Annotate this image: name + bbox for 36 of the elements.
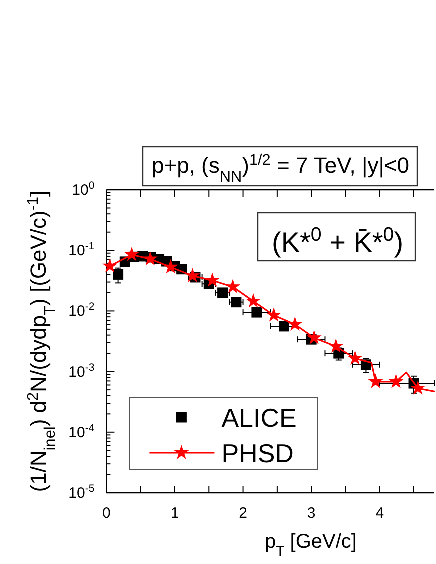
y-tick-label: 10$^{-1}$ [68,240,95,260]
y-tick-label: 10$^{-3}$ [68,362,95,381]
annotation: (K*$^{0}$ + K̄*$^{0}$) [272,224,404,258]
point [279,321,290,332]
point [185,268,200,282]
x-tick-label: 1 [170,505,180,522]
x-tick-label: 2 [239,505,248,522]
point [226,279,241,294]
point [246,294,262,308]
point [124,246,140,262]
point [266,308,282,322]
x-tick-label: 4 [376,505,384,522]
point [328,338,344,354]
point [163,259,178,274]
point [142,251,158,266]
y-tick-label: 10$^{-5}$ [68,483,95,502]
point [205,272,220,287]
point [306,330,322,344]
x-tick-label: 0 [102,505,111,522]
chart-title: p+p, (s$_{NN}$)$^{1/2}$ = 7 TeV, |y|<0 [152,152,410,186]
point [218,288,228,298]
point [113,269,124,280]
y-tick-label: 10$^{0}$ [72,180,95,199]
x-axis-title: p$_{T}$ [GeV/c] [265,531,357,559]
point [410,380,426,395]
point [348,350,363,366]
legend-label: ALICE [222,403,297,433]
x-tick-label: 3 [307,505,316,522]
legend-label: PHSD [222,438,294,468]
y-tick-label: 10$^{-4}$ [68,422,95,442]
point [288,316,303,332]
point [388,374,404,388]
y-tick-label: 10$^{-2}$ [68,301,95,320]
point [252,307,262,318]
point [102,258,118,273]
point [368,374,384,388]
